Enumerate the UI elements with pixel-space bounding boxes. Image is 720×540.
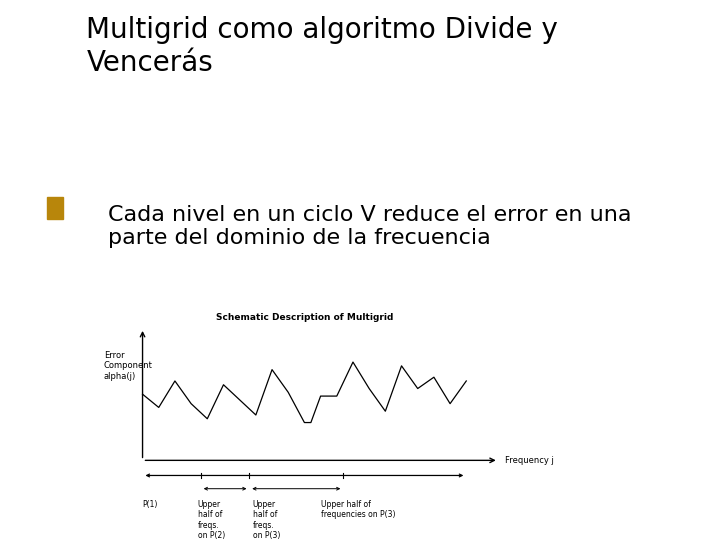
Text: Multigrid como algoritmo Divide y
Vencerás: Multigrid como algoritmo Divide y Vencer… [86, 16, 558, 77]
Text: Schematic Description of Multigrid: Schematic Description of Multigrid [216, 313, 393, 322]
Text: P(1): P(1) [143, 500, 158, 509]
Text: Upper
half of
freqs.
on P(2): Upper half of freqs. on P(2) [197, 500, 225, 540]
Text: Frequency j: Frequency j [505, 456, 554, 465]
Text: Error
Component
alpha(j): Error Component alpha(j) [104, 351, 153, 381]
Text: Upper half of
frequencies on P(3): Upper half of frequencies on P(3) [320, 500, 395, 519]
Text: Cada nivel en un ciclo V reduce el error en una
parte del dominio de la frecuenc: Cada nivel en un ciclo V reduce el error… [108, 205, 631, 248]
Text: Upper
half of
freqs.
on P(3): Upper half of freqs. on P(3) [253, 500, 280, 540]
